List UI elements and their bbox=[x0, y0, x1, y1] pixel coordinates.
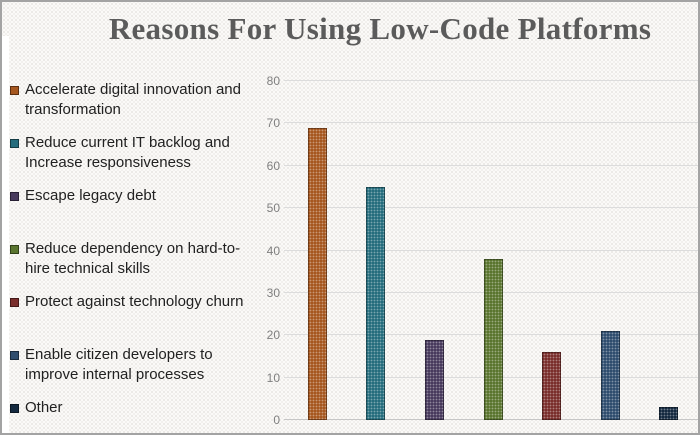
legend-item-reduce-dependency-skills: Reduce dependency on hard-to- hire techn… bbox=[8, 239, 246, 279]
legend-label: Escape legacy debt bbox=[25, 187, 156, 204]
y-tick-label: 0 bbox=[273, 413, 280, 427]
bar-reduce-it-backlog bbox=[366, 186, 386, 420]
legend-label: Protect against technology churn bbox=[25, 293, 244, 310]
y-tick-label: 50 bbox=[266, 201, 280, 216]
gridline bbox=[284, 249, 698, 251]
y-tick-label: 40 bbox=[266, 243, 280, 258]
legend-item-reduce-it-backlog: Reduce current IT backlog and Increase r… bbox=[8, 133, 246, 173]
legend-swatch-icon bbox=[10, 86, 19, 95]
gridline bbox=[284, 122, 698, 124]
legend-item-other: Other bbox=[8, 398, 246, 418]
bar-series bbox=[288, 81, 698, 420]
bar-other bbox=[659, 407, 679, 420]
legend-swatch-icon bbox=[10, 245, 19, 254]
y-tick-label: 10 bbox=[266, 370, 280, 385]
legend-item-escape-legacy-debt: Escape legacy debt bbox=[8, 186, 246, 206]
bar-accelerate-innovation bbox=[307, 127, 327, 420]
legend-swatch-icon bbox=[10, 404, 19, 413]
gridline bbox=[284, 207, 698, 209]
bar-reduce-dependency-skills bbox=[483, 258, 503, 420]
gridline bbox=[284, 164, 698, 166]
legend-item-enable-citizen-developers: Enable citizen developers to improve int… bbox=[8, 345, 246, 385]
y-tick-label: 80 bbox=[266, 74, 280, 88]
legend-item-accelerate-innovation: Accelerate digital innovation and transf… bbox=[8, 80, 246, 120]
legend-item-protect-technology-churn: Protect against technology churn bbox=[8, 292, 246, 312]
chart-title: Reasons For Using Low-Code Platforms bbox=[108, 11, 652, 46]
legend-swatch-icon bbox=[10, 139, 19, 148]
bar-protect-technology-churn bbox=[542, 352, 562, 420]
bar-enable-citizen-developers bbox=[600, 331, 620, 420]
y-tick-label: 20 bbox=[266, 328, 280, 343]
legend-swatch-icon bbox=[10, 351, 19, 360]
y-tick-label: 30 bbox=[266, 285, 280, 300]
y-tick-label: 60 bbox=[266, 158, 280, 173]
gridline bbox=[284, 80, 698, 81]
legend-label: Accelerate digital innovation and transf… bbox=[25, 81, 241, 118]
legend-swatch-icon bbox=[10, 192, 19, 201]
plot-area: 0 10 20 30 40 50 60 70 80 bbox=[267, 74, 698, 427]
legend-label: Other bbox=[25, 399, 63, 416]
y-tick-label: 70 bbox=[266, 116, 280, 131]
legend-swatch-icon bbox=[10, 298, 19, 307]
legend-label: Reduce current IT backlog and Increase r… bbox=[25, 134, 230, 171]
legend: Accelerate digital innovation and transf… bbox=[8, 80, 246, 431]
legend-label: Reduce dependency on hard-to- hire techn… bbox=[25, 240, 241, 277]
left-margin-strip bbox=[2, 36, 9, 433]
legend-label: Enable citizen developers to improve int… bbox=[25, 346, 213, 383]
bar-escape-legacy-debt bbox=[424, 339, 444, 420]
